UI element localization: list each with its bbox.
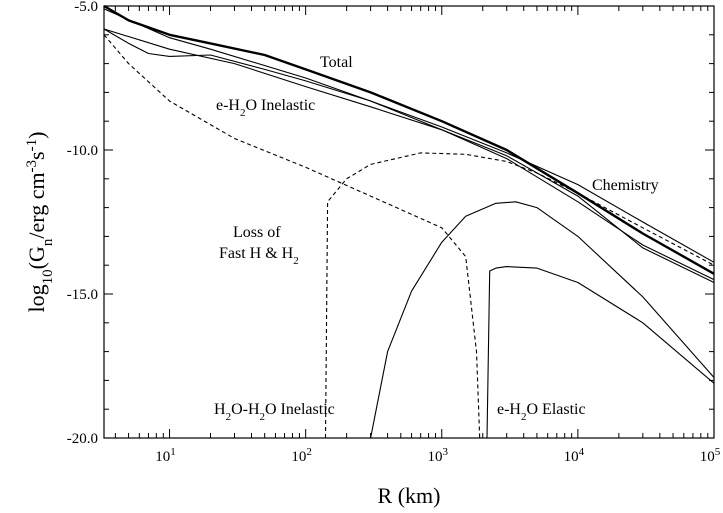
x-tick-label-2: 103 — [428, 446, 449, 465]
series-line-0 — [103, 4, 715, 275]
y-tick-label-1: -10.0 — [67, 143, 98, 159]
y-tick-label-3: -20.0 — [67, 431, 98, 447]
annotation-e-h2o-elastic: e-H2O Elastic — [497, 401, 586, 423]
plot-frame — [103, 5, 715, 439]
y-axis-label: log10(Gn/erg cm-3s-1) — [24, 132, 56, 313]
series-line-1 — [103, 8, 715, 263]
annotation-chemistry: Chemistry — [592, 177, 659, 194]
annotation-h2o-h2o-inelastic: H2O-H2O Inelastic — [214, 401, 335, 423]
x-tick-label-1: 102 — [291, 446, 312, 465]
x-tick-label-3: 104 — [564, 446, 585, 465]
annotation-loss-line2: Fast H & H2 — [219, 245, 299, 267]
series-line-2 — [103, 28, 715, 281]
x-tick-label-0: 101 — [155, 446, 176, 465]
annotation-loss-line1: Loss of — [233, 224, 281, 241]
tick-layer: 101 102 103 104 105 -5.0 -10.0 -15.0 -20.0 — [67, 0, 721, 465]
series-layer — [103, 4, 715, 439]
annotation-e-h2o-inelastic: e-H2O Inelastic — [216, 97, 315, 119]
annotation-total: Total — [320, 54, 353, 71]
y-tick-label-2: -15.0 — [67, 287, 98, 303]
series-line-3 — [103, 28, 715, 283]
series-line-7 — [486, 266, 715, 439]
x-tick-label-4: 105 — [700, 446, 721, 465]
series-line-4 — [103, 34, 481, 439]
series-line-5 — [324, 152, 715, 439]
y-tick-label-0: -5.0 — [74, 0, 98, 15]
x-axis-label: R (km) — [378, 483, 441, 508]
series-line-6 — [370, 201, 715, 439]
